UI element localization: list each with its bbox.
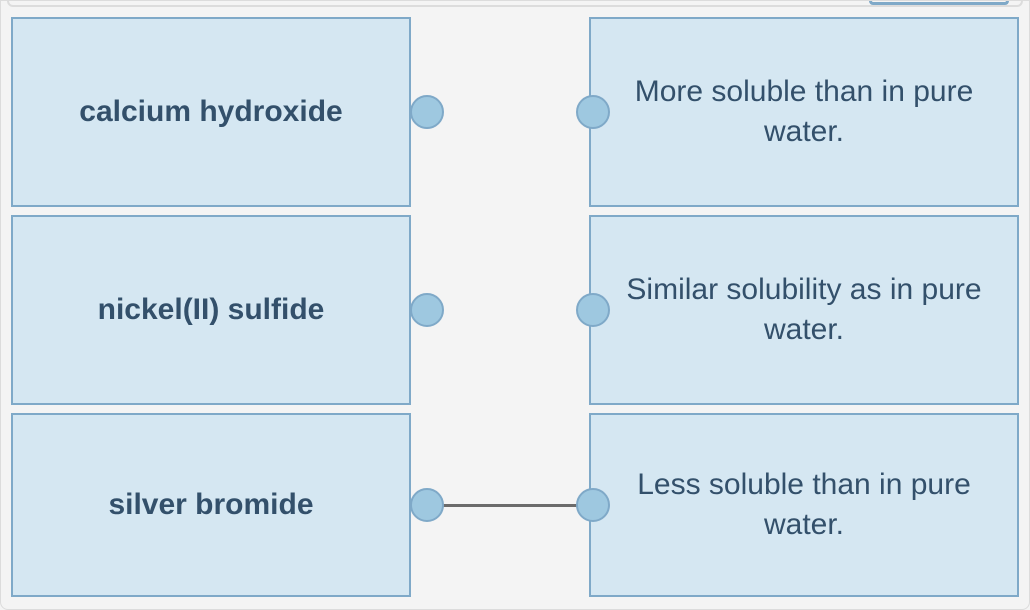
- connector-node-left[interactable]: [410, 293, 444, 327]
- connector-node-right[interactable]: [576, 293, 610, 327]
- connector-node-left[interactable]: [410, 95, 444, 129]
- right-card[interactable]: Less soluble than in pure water.: [589, 413, 1019, 597]
- left-card[interactable]: calcium hydroxide: [11, 17, 411, 207]
- match-row: silver bromide Less soluble than in pure…: [11, 413, 1019, 597]
- left-card-label: calcium hydroxide: [79, 93, 342, 131]
- left-card[interactable]: nickel(II) sulfide: [11, 215, 411, 405]
- right-card[interactable]: Similar solubility as in pure water.: [589, 215, 1019, 405]
- connector-node-right[interactable]: [576, 95, 610, 129]
- right-card-label: More soluble than in pure water.: [611, 72, 997, 153]
- right-card[interactable]: More soluble than in pure water.: [589, 17, 1019, 207]
- right-card-label: Similar solubility as in pure water.: [611, 270, 997, 351]
- right-card-label: Less soluble than in pure water.: [611, 465, 997, 546]
- left-card[interactable]: silver bromide: [11, 413, 411, 597]
- left-card-label: nickel(II) sulfide: [98, 291, 325, 329]
- matching-grid: calcium hydroxide More soluble than in p…: [11, 17, 1019, 599]
- matching-panel: calcium hydroxide More soluble than in p…: [0, 0, 1030, 610]
- partial-reset-box: [869, 1, 1009, 5]
- match-row: nickel(II) sulfide Similar solubility as…: [11, 215, 1019, 405]
- connector-node-right[interactable]: [576, 488, 610, 522]
- connection-line: [427, 504, 593, 507]
- connector-node-left[interactable]: [410, 488, 444, 522]
- left-card-label: silver bromide: [108, 486, 313, 524]
- match-row: calcium hydroxide More soluble than in p…: [11, 17, 1019, 207]
